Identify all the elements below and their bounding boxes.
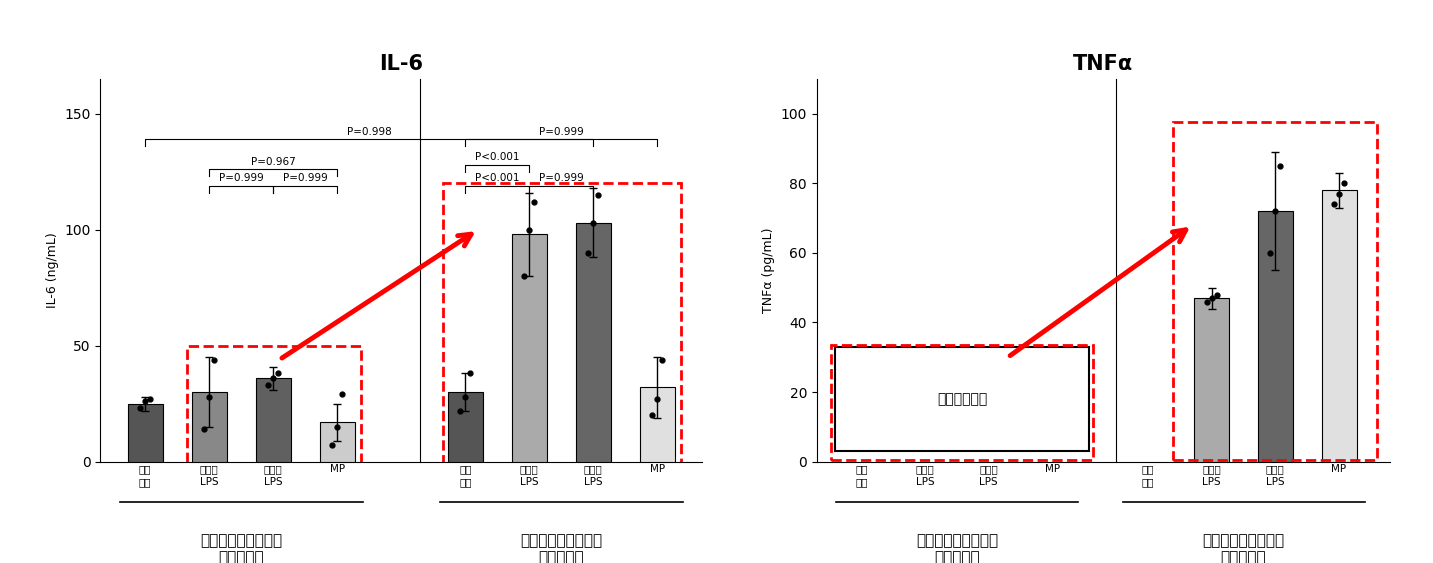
Bar [576,223,610,462]
Bar [1174,122,1377,460]
Text: P<0.001: P<0.001 [474,153,520,162]
Bar [1321,190,1357,462]
Bar [186,346,361,466]
Text: マクロファージあり
皮膚モデル: マクロファージあり 皮膚モデル [1202,533,1284,563]
Title: TNFα: TNFα [1073,55,1134,74]
Bar [512,234,547,462]
Text: P<0.001: P<0.001 [474,173,520,183]
Text: P=0.998: P=0.998 [347,127,391,137]
Bar [320,422,355,462]
Bar [1194,298,1230,462]
Bar [255,378,291,462]
Title: IL-6: IL-6 [380,55,423,74]
Text: P=0.999: P=0.999 [282,173,328,183]
Bar [639,387,675,462]
Text: マクロファージあり
皮膚モデル: マクロファージあり 皮膚モデル [520,533,602,563]
Y-axis label: IL-6 (ng/mL): IL-6 (ng/mL) [46,233,59,308]
Text: P=0.999: P=0.999 [539,127,583,137]
Bar [443,183,681,466]
Y-axis label: TNFα (pg/mL): TNFα (pg/mL) [762,227,775,313]
Text: P=0.999: P=0.999 [219,173,264,183]
Text: マクロファージなし
皮膚モデル: マクロファージなし 皮膚モデル [916,533,997,563]
Text: マクロファージなし
皮膚モデル: マクロファージなし 皮膚モデル [201,533,282,563]
Bar [128,404,163,462]
Bar [831,345,1093,460]
Bar [834,347,1089,451]
Bar [447,392,483,462]
Bar [192,392,226,462]
Text: P=0.999: P=0.999 [539,173,583,183]
Bar [1258,211,1293,462]
Text: P=0.967: P=0.967 [251,157,295,167]
Text: 検出限界以下: 検出限界以下 [937,392,987,406]
